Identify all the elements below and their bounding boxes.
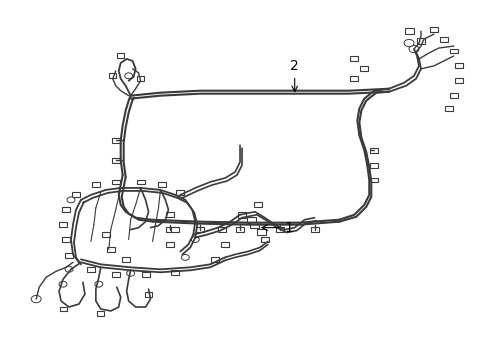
Circle shape	[31, 296, 41, 303]
Bar	[253, 202, 262, 207]
Bar	[87, 267, 95, 272]
Bar	[370, 177, 377, 183]
Bar	[62, 237, 70, 242]
Bar	[92, 183, 100, 188]
Bar	[142, 272, 149, 277]
Bar	[211, 257, 219, 262]
Bar	[62, 207, 70, 212]
Bar	[166, 227, 174, 232]
Bar	[444, 106, 452, 111]
Bar	[449, 93, 457, 98]
Bar	[145, 292, 152, 297]
Circle shape	[408, 45, 418, 53]
Bar	[250, 222, 259, 228]
Circle shape	[59, 281, 67, 287]
Bar	[158, 183, 166, 188]
Bar	[429, 27, 437, 32]
Bar	[275, 227, 283, 232]
Bar	[106, 247, 115, 252]
Bar	[112, 158, 120, 163]
Bar	[369, 148, 377, 153]
Bar	[112, 272, 120, 277]
Bar	[449, 49, 457, 54]
Bar	[112, 138, 120, 143]
Bar	[237, 212, 246, 218]
Bar	[310, 227, 318, 232]
Bar	[122, 257, 129, 262]
Bar	[257, 229, 266, 235]
Bar	[117, 54, 124, 58]
Bar	[137, 76, 144, 81]
Bar	[171, 227, 179, 232]
Circle shape	[67, 197, 75, 203]
Text: 2: 2	[290, 59, 299, 92]
Bar	[136, 180, 144, 184]
Bar	[416, 38, 425, 44]
Bar	[404, 28, 413, 34]
Bar	[196, 227, 204, 232]
Bar	[102, 232, 109, 237]
Bar	[218, 227, 225, 232]
Bar	[350, 76, 358, 81]
Bar	[97, 311, 104, 316]
Circle shape	[124, 73, 132, 79]
Bar	[247, 217, 256, 223]
Bar	[221, 242, 228, 247]
Circle shape	[65, 266, 73, 272]
Bar	[236, 227, 244, 232]
Bar	[350, 57, 358, 62]
Bar	[261, 237, 268, 242]
Text: 1: 1	[262, 221, 293, 235]
Bar	[360, 66, 367, 71]
Bar	[454, 78, 462, 83]
Bar	[166, 212, 174, 217]
Circle shape	[95, 281, 102, 287]
Bar	[369, 163, 377, 168]
Circle shape	[191, 237, 199, 242]
Bar	[176, 190, 184, 195]
Bar	[72, 192, 80, 197]
Circle shape	[181, 255, 189, 260]
Circle shape	[126, 270, 134, 276]
Bar	[109, 73, 116, 78]
Bar	[112, 180, 120, 184]
Bar	[454, 63, 462, 68]
Bar	[171, 270, 179, 275]
Bar	[59, 222, 67, 227]
Bar	[439, 37, 447, 41]
Bar	[65, 253, 73, 258]
Bar	[60, 306, 66, 311]
Bar	[166, 242, 174, 247]
Circle shape	[403, 39, 413, 47]
